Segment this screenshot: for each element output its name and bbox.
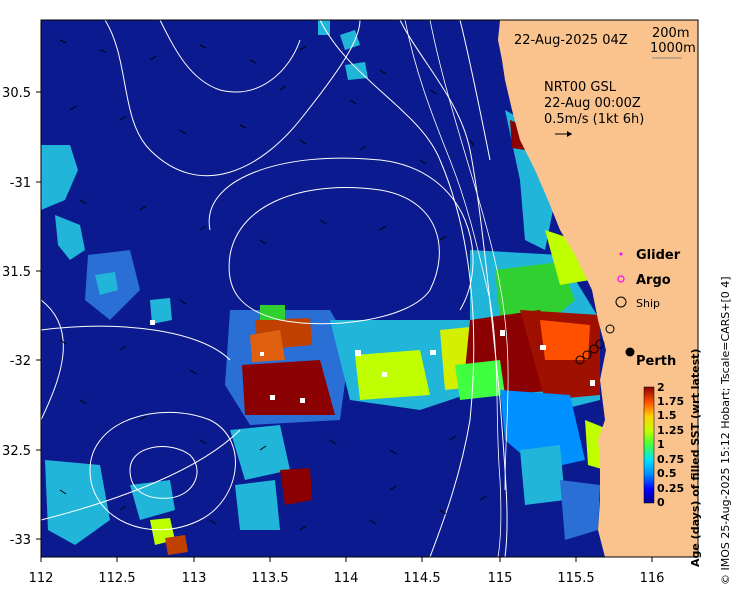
legend: Glider Argo Ship xyxy=(615,248,681,310)
colorbar-tick: 0.25 xyxy=(657,482,684,495)
legend-argo: Argo xyxy=(636,273,671,288)
current-time: 22-Aug 00:00Z xyxy=(544,96,641,111)
x-tick: 113.5 xyxy=(251,571,288,586)
y-tick: 32.5 xyxy=(2,444,31,459)
y-tick-marks xyxy=(36,91,41,540)
plot-frame xyxy=(40,19,699,558)
isobath-200m-label: 200m xyxy=(652,26,689,41)
legend-ship: Ship xyxy=(636,297,660,310)
credit-text: © IMOS 25-Aug-2025 15:12 Hobart; Tscale=… xyxy=(719,276,732,585)
current-vectors xyxy=(59,39,487,531)
colorbar-tick: 1.25 xyxy=(657,424,684,437)
current-contours xyxy=(41,20,508,557)
colorbar: 2 1.75 1.5 1.25 1 0.75 0.5 0.25 0 Age (d… xyxy=(643,349,702,567)
x-tick: 112 xyxy=(29,571,54,586)
sst-age-field xyxy=(41,20,610,555)
isobaths xyxy=(404,20,509,557)
colorbar-tick: 0 xyxy=(657,496,665,509)
x-tick: 116 xyxy=(640,571,665,586)
current-scale: 0.5m/s (1kt 6h) xyxy=(544,112,644,127)
x-tick: 113 xyxy=(182,571,207,586)
colorbar-tick: 0.75 xyxy=(657,453,684,466)
cloud-gaps xyxy=(150,320,595,403)
colorbar-ramp xyxy=(643,386,655,504)
y-axis: 30.5 -31 31.5 -32 32.5 -33 xyxy=(2,86,31,548)
y-tick: -31 xyxy=(10,176,31,191)
colorbar-tick: 2 xyxy=(657,381,665,394)
current-source: NRT00 GSL xyxy=(544,80,617,95)
y-tick: 31.5 xyxy=(2,265,31,280)
x-tick-marks xyxy=(40,557,653,562)
x-tick: 115.5 xyxy=(557,571,594,586)
timestamp: 22-Aug-2025 04Z xyxy=(514,33,628,48)
ship-symbol xyxy=(615,296,627,308)
x-tick: 112.5 xyxy=(98,571,135,586)
current-scale-arrow xyxy=(555,131,572,137)
argo-symbol xyxy=(617,275,625,283)
city-label: Perth xyxy=(636,354,676,369)
isobath-1000m-label: 1000m xyxy=(650,41,696,56)
map-plot xyxy=(41,20,698,557)
colorbar-label: Age (days) of filled SST (wrt latest) xyxy=(689,349,702,567)
y-tick: -32 xyxy=(10,354,31,369)
x-tick: 114 xyxy=(334,571,359,586)
colorbar-tick: 1 xyxy=(657,438,665,451)
legend-glider: Glider xyxy=(636,248,681,263)
colorbar-tick: 1.75 xyxy=(657,395,684,408)
x-axis: 112 112.5 113 113.5 114 114.5 115 115.5 … xyxy=(29,571,665,586)
glider-symbol xyxy=(619,252,623,256)
perth-marker xyxy=(625,347,635,357)
colorbar-tick: 1.5 xyxy=(657,409,677,422)
colorbar-tick: 0.5 xyxy=(657,467,677,480)
ship-track xyxy=(575,324,615,365)
x-tick: 115 xyxy=(488,571,513,586)
y-tick: 30.5 xyxy=(2,86,31,101)
y-tick: -33 xyxy=(10,533,31,548)
x-tick: 114.5 xyxy=(403,571,440,586)
